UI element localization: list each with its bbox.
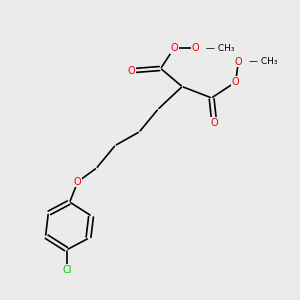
Text: O: O bbox=[235, 57, 242, 67]
Text: O: O bbox=[128, 66, 135, 76]
Text: — CH₃: — CH₃ bbox=[206, 44, 235, 52]
Text: — CH₃: — CH₃ bbox=[249, 57, 278, 66]
Text: O: O bbox=[74, 177, 82, 187]
Text: Cl: Cl bbox=[62, 265, 72, 275]
Text: O: O bbox=[170, 43, 178, 53]
Text: O: O bbox=[192, 43, 199, 53]
Text: O: O bbox=[232, 77, 239, 87]
Text: O: O bbox=[210, 118, 218, 128]
